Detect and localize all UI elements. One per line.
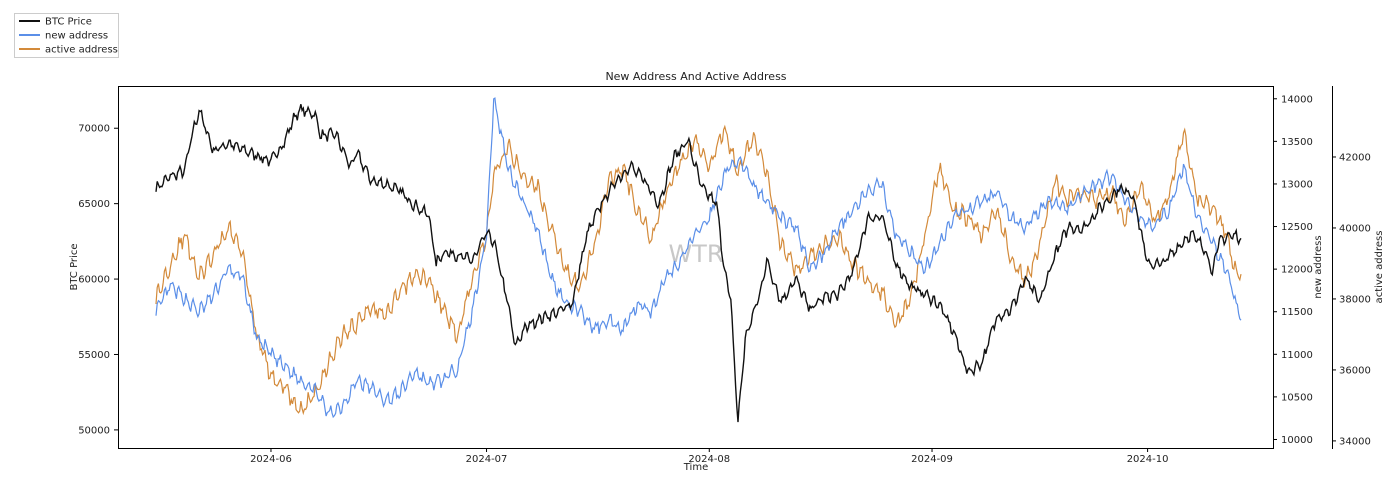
new-address-tick-label: 10000 [1281, 435, 1313, 446]
x-tick-label: 2024-10 [1127, 454, 1169, 465]
legend-label-new-address: new address [45, 31, 108, 42]
active-address-axis: 34000 36000 38000 40000 42000 [1332, 152, 1371, 447]
x-tick-label: 2024-09 [911, 454, 953, 465]
new-address-tick-label: 12000 [1281, 265, 1313, 276]
series-line-new-address [155, 97, 1242, 419]
new-address-tick-label: 13000 [1281, 179, 1313, 190]
series-layer [155, 97, 1242, 423]
legend-label-btc-price: BTC Price [45, 17, 92, 28]
new-address-tick-label: 11000 [1281, 350, 1313, 361]
active-address-tick-label: 42000 [1339, 152, 1371, 163]
active-address-tick-label: 38000 [1339, 294, 1371, 305]
watermark: WTR [668, 240, 723, 268]
new-address-tick-label: 10500 [1281, 392, 1313, 403]
plot-frame [118, 86, 1274, 449]
btc-price-tick-label: 70000 [78, 124, 110, 135]
new-address-tick-label: 11500 [1281, 307, 1313, 318]
x-axis: 2024-06 2024-07 2024-08 2024-09 2024-10 [250, 448, 1168, 465]
chart-title: New Address And Active Address [605, 70, 786, 83]
new-address-axis-label: new address [1313, 235, 1324, 298]
x-tick-label: 2024-06 [250, 454, 292, 465]
x-tick-label: 2024-08 [688, 454, 730, 465]
new-address-tick-label: 12500 [1281, 222, 1313, 233]
btc-price-tick-label: 65000 [78, 199, 110, 210]
active-address-axis-label: active address [1374, 231, 1385, 304]
new-address-tick-label: 14000 [1281, 94, 1313, 105]
new-address-axis: 10000 10500 11000 11500 12000 12500 13000 13500… [1273, 94, 1313, 446]
x-axis-label: Time [683, 462, 708, 473]
btc-price-tick-label: 60000 [78, 275, 110, 286]
series-line-active-address [155, 124, 1242, 416]
active-address-tick-label: 34000 [1339, 436, 1371, 447]
legend: BTC Price new address active address [14, 13, 119, 58]
btc-price-tick-label: 55000 [78, 350, 110, 361]
active-address-tick-label: 40000 [1339, 223, 1371, 234]
btc-price-tick-label: 50000 [78, 425, 110, 436]
x-tick-label: 2024-07 [466, 454, 508, 465]
legend-label-active-address: active address [45, 45, 118, 56]
active-address-tick-label: 36000 [1339, 365, 1371, 376]
series-line-btc-price [155, 104, 1242, 423]
btc-price-axis-label: BTC Price [69, 244, 80, 291]
btc-price-axis: 50000 55000 60000 65000 70000 [78, 124, 118, 436]
new-address-tick-label: 13500 [1281, 137, 1313, 148]
